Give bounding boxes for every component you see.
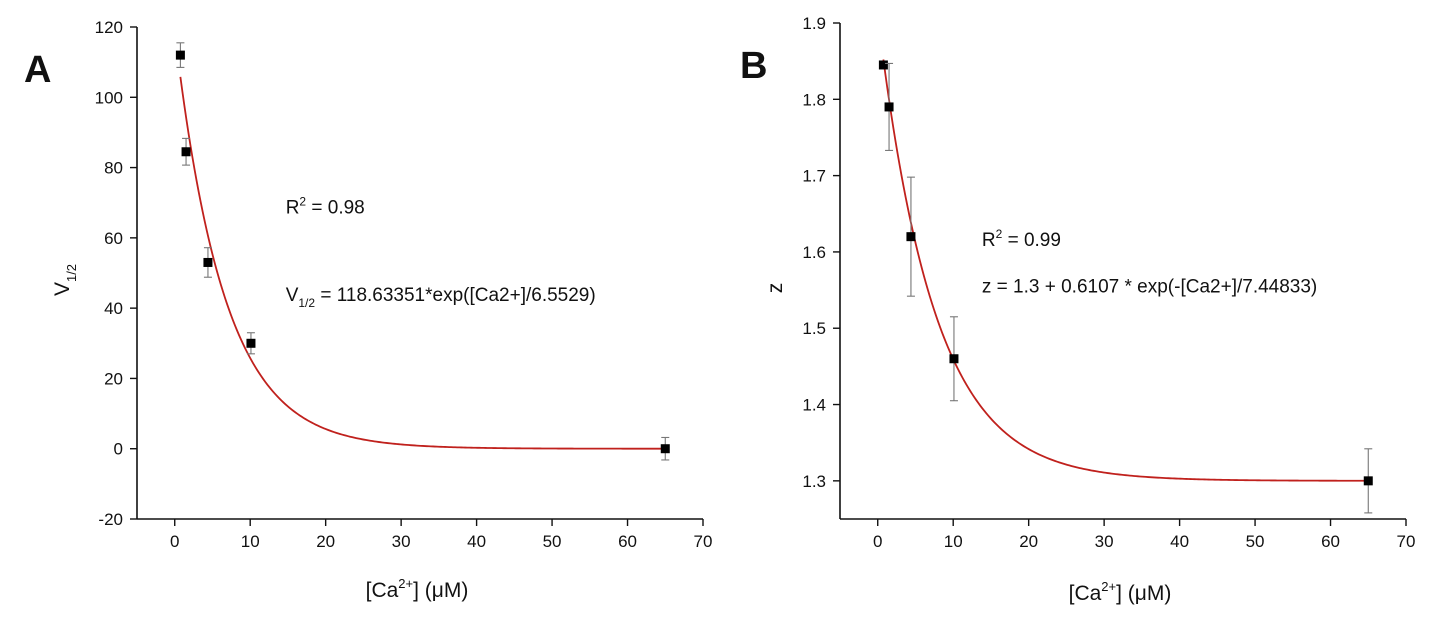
panel-a-y-axis-title: V1/2	[51, 264, 79, 296]
panel-b-y-tick-label: 1.6	[802, 243, 826, 262]
panel-b-data-point	[884, 102, 894, 112]
panel-b-x-tick-label: 40	[1170, 532, 1189, 551]
panel-a-y-tick-label: 120	[95, 18, 123, 37]
panel-b-data-point	[949, 354, 959, 364]
panel-a-x-tick-label: 40	[467, 532, 486, 551]
panel-b-y-axis-title: z	[764, 283, 787, 294]
panel-b-x-tick-label: 60	[1321, 532, 1340, 551]
panel-b-y-tick-label: 1.9	[802, 14, 826, 33]
panel-a-x-tick-label: 50	[543, 532, 562, 551]
panel-b-x-tick-label: 30	[1095, 532, 1114, 551]
panel-a-y-tick-label: 60	[104, 229, 123, 248]
panel-b-y-tick-label: 1.3	[802, 472, 826, 491]
panel-b-letter: B	[740, 45, 767, 87]
panel-b-data-point	[906, 232, 916, 242]
panel-a-fit-curve	[179, 76, 666, 450]
panel-a-data-point	[660, 444, 670, 454]
panel-a-x-tick-label: 60	[618, 532, 637, 551]
panel-a-x-tick-label: 30	[392, 532, 411, 551]
panel-a-y-tick-label: 40	[104, 299, 123, 318]
panel-a-y-tick-label: 100	[95, 88, 123, 107]
panel-b-fit-curve	[882, 59, 1369, 482]
panel-a-fit-equation: V1/2 = 118.63351*exp([Ca2+]/6.5529)	[286, 285, 596, 310]
panel-a-y-tick-label: 0	[114, 440, 123, 459]
panel-b-r-squared: R2 = 0.99	[982, 227, 1061, 251]
panel-a-x-tick-label: 70	[694, 532, 713, 551]
panel-b-x-tick-label: 20	[1019, 532, 1038, 551]
panel-a-y-tick-label: 80	[104, 159, 123, 178]
panel-b-data-point	[1363, 476, 1373, 486]
panel-a-data-point	[181, 147, 191, 157]
panel-b-y-tick-label: 1.4	[802, 396, 826, 415]
panel-a-x-axis-title: [Ca2+] (μM)	[366, 576, 469, 602]
panel-b-x-tick-label: 70	[1397, 532, 1416, 551]
panel-a-data-point	[246, 338, 256, 348]
panel-a-x-tick-label: 10	[241, 532, 260, 551]
panel-b-x-tick-label: 0	[873, 532, 882, 551]
panel-b-x-tick-label: 50	[1246, 532, 1265, 551]
panel-b-plot-area: 0 10 20 30 40 50 60 70 1.3 1.4 1.5 1.6 1.7 1.8 1.9	[802, 14, 1415, 551]
panel-b-y-tick-label: 1.7	[802, 167, 826, 186]
panel-a-data-point	[203, 257, 213, 267]
panel-b: B 0 10 20 30 40 50 60 70 1.3 1.4 1.5 1.6 1.7 1.8 1.9 […	[740, 14, 1415, 605]
panel-b-fit-equation: z = 1.3 + 0.6107 * exp(-[Ca2+]/7.44833)	[982, 276, 1317, 297]
panel-b-x-tick-label: 10	[944, 532, 963, 551]
panel-a-r-squared: R2 = 0.98	[286, 194, 365, 218]
panel-b-y-tick-label: 1.5	[802, 319, 826, 338]
panel-a-y-tick-label: 20	[104, 369, 123, 388]
panel-a-y-tick-label: -20	[98, 510, 123, 529]
panel-a-x-tick-label: 0	[170, 532, 179, 551]
panel-a-x-tick-label: 20	[316, 532, 335, 551]
panel-a-data-point	[175, 50, 185, 60]
panel-a: A 0 10 20 30 40 50 60 70 -20 0 20 40 60 80 100 120 [Ca2…	[24, 18, 712, 602]
panel-a-letter: A	[24, 49, 51, 91]
panel-b-y-tick-label: 1.8	[802, 90, 826, 109]
panel-b-data-point	[878, 60, 888, 70]
panel-b-x-axis-title: [Ca2+] (μM)	[1069, 579, 1172, 605]
panel-a-plot-area: 0 10 20 30 40 50 60 70 -20 0 20 40 60 80 100 120	[95, 18, 713, 551]
